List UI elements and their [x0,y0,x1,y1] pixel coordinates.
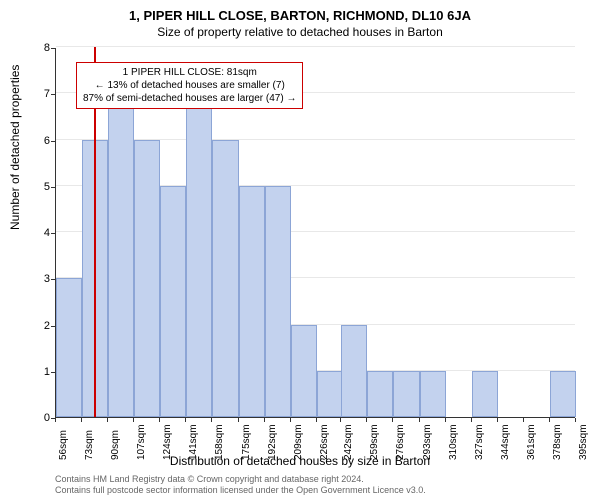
footer-line2: Contains full postcode sector informatio… [55,485,426,496]
x-tick-mark [316,418,317,422]
x-tick-mark [366,418,367,422]
y-tick-mark [51,372,55,373]
annotation-line3: 87% of semi-detached houses are larger (… [83,92,296,105]
footer-line1: Contains HM Land Registry data © Crown c… [55,474,426,485]
x-tick-mark [549,418,550,422]
footer: Contains HM Land Registry data © Crown c… [55,474,426,496]
y-tick-label: 6 [38,135,50,147]
histogram-bar [186,93,212,417]
x-tick-mark [264,418,265,422]
histogram-bar [367,371,393,417]
y-tick-mark [51,94,55,95]
annotation-box: 1 PIPER HILL CLOSE: 81sqm ← 13% of detac… [76,62,303,109]
x-tick-mark [185,418,186,422]
x-tick-mark [159,418,160,422]
y-tick-mark [51,187,55,188]
y-tick-label: 4 [38,227,50,239]
y-tick-label: 8 [38,42,50,54]
y-tick-label: 2 [38,320,50,332]
chart-container: 1, PIPER HILL CLOSE, BARTON, RICHMOND, D… [0,0,600,500]
y-tick-label: 7 [38,88,50,100]
histogram-bar [160,186,186,417]
annotation-line1: 1 PIPER HILL CLOSE: 81sqm [83,66,296,79]
grid-line [56,46,575,47]
y-tick-mark [51,326,55,327]
x-tick-mark [133,418,134,422]
x-tick-mark [81,418,82,422]
histogram-bar [341,325,367,418]
histogram-bar [212,140,238,418]
histogram-bar [420,371,446,417]
x-axis-label: Distribution of detached houses by size … [0,454,600,468]
x-tick-mark [211,418,212,422]
y-tick-label: 5 [38,181,50,193]
y-tick-label: 3 [38,273,50,285]
histogram-bar [265,186,291,417]
histogram-bar [472,371,498,417]
histogram-bar [393,371,419,417]
histogram-bar [550,371,576,417]
histogram-bar [239,186,265,417]
x-tick-mark [575,418,576,422]
x-tick-mark [419,418,420,422]
histogram-bar [56,278,82,417]
x-tick-mark [445,418,446,422]
y-tick-label: 0 [38,412,50,424]
y-tick-mark [51,141,55,142]
y-tick-mark [51,233,55,234]
histogram-bar [134,140,160,418]
histogram-bar [108,93,134,417]
histogram-bar [291,325,317,418]
annotation-line2: ← 13% of detached houses are smaller (7) [83,79,296,92]
x-tick-mark [340,418,341,422]
chart-subtitle: Size of property relative to detached ho… [0,23,600,39]
y-axis-label: Number of detached properties [8,65,22,230]
x-tick-mark [497,418,498,422]
x-tick-mark [290,418,291,422]
x-tick-mark [392,418,393,422]
x-tick-mark [55,418,56,422]
y-tick-mark [51,279,55,280]
x-tick-mark [238,418,239,422]
x-tick-mark [523,418,524,422]
histogram-bar [317,371,343,417]
y-tick-label: 1 [38,366,50,378]
y-tick-mark [51,48,55,49]
x-tick-mark [471,418,472,422]
chart-title: 1, PIPER HILL CLOSE, BARTON, RICHMOND, D… [0,0,600,23]
x-tick-mark [107,418,108,422]
